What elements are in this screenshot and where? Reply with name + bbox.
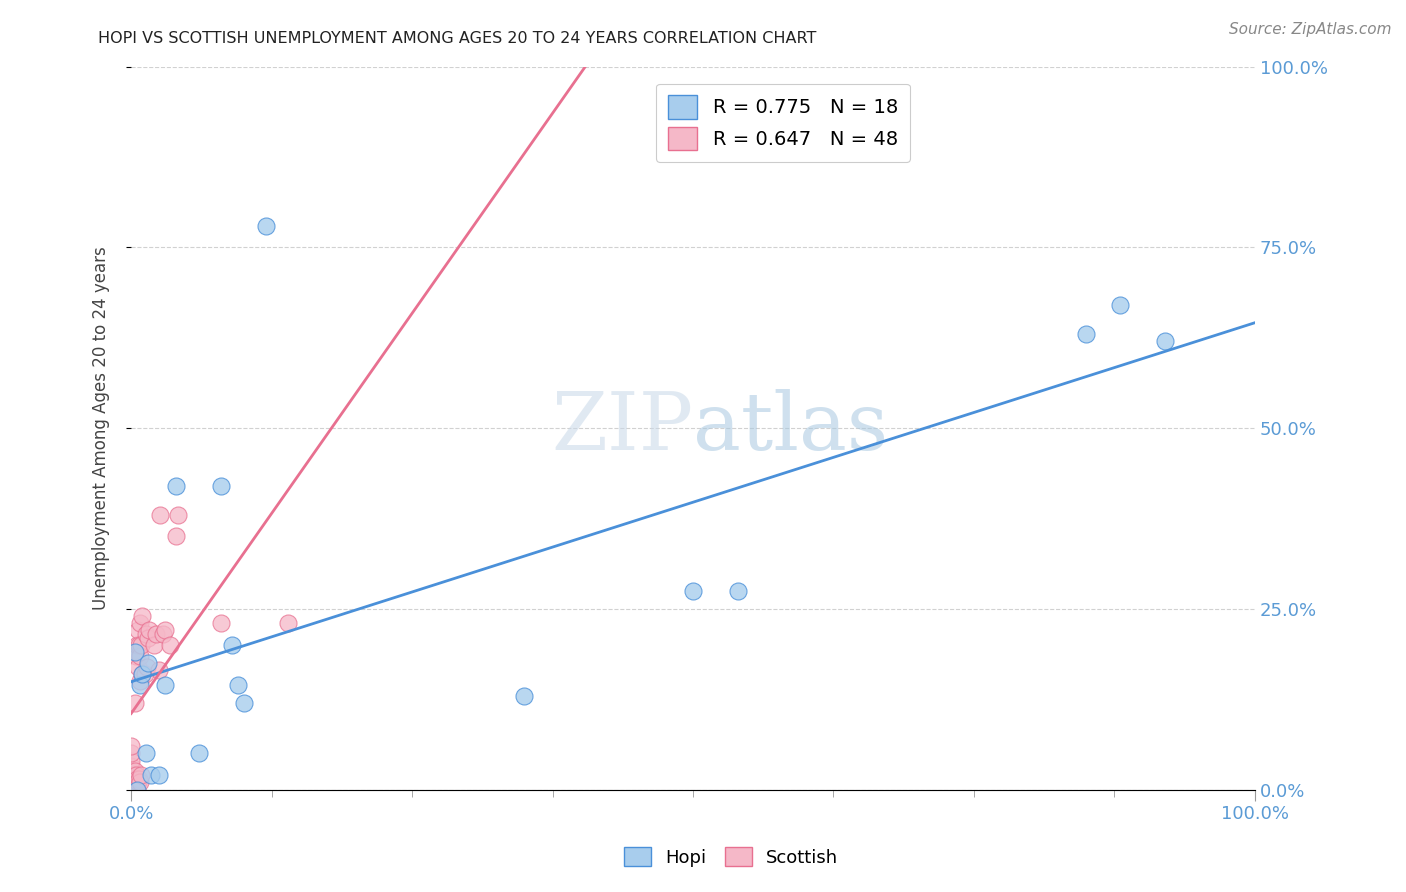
Point <box>129 678 152 692</box>
Point <box>129 638 152 652</box>
Point <box>135 747 157 761</box>
Point <box>125 782 148 797</box>
Point <box>138 624 160 638</box>
Point <box>165 479 187 493</box>
Point <box>167 508 190 522</box>
Point <box>131 609 153 624</box>
Point <box>125 782 148 797</box>
Point <box>129 648 152 663</box>
Point <box>1154 334 1177 349</box>
Point <box>153 678 176 692</box>
Point <box>129 775 152 789</box>
Point <box>135 627 157 641</box>
Y-axis label: Unemployment Among Ages 20 to 24 years: Unemployment Among Ages 20 to 24 years <box>93 246 110 610</box>
Point <box>232 696 254 710</box>
Text: ZIP: ZIP <box>551 389 693 467</box>
Point <box>127 624 149 638</box>
Point <box>152 627 174 641</box>
Point <box>1109 298 1132 312</box>
Point <box>124 645 146 659</box>
Point <box>120 759 142 773</box>
Point <box>124 645 146 659</box>
Point <box>153 624 176 638</box>
Point <box>682 583 704 598</box>
Point <box>135 659 157 673</box>
Point <box>142 638 165 652</box>
Point <box>120 747 142 761</box>
Point <box>125 772 148 786</box>
Point <box>129 616 152 631</box>
Point <box>513 689 536 703</box>
Point <box>120 782 142 797</box>
Text: HOPI VS SCOTTISH UNEMPLOYMENT AMONG AGES 20 TO 24 YEARS CORRELATION CHART: HOPI VS SCOTTISH UNEMPLOYMENT AMONG AGES… <box>98 31 817 46</box>
Point <box>136 656 159 670</box>
Point <box>127 659 149 673</box>
Point <box>226 678 249 692</box>
Text: atlas: atlas <box>693 389 889 467</box>
Point <box>129 768 152 782</box>
Point <box>125 638 148 652</box>
Point <box>148 663 170 677</box>
Legend: Hopi, Scottish: Hopi, Scottish <box>617 840 845 874</box>
Point <box>131 666 153 681</box>
Point <box>120 770 142 784</box>
Point <box>124 696 146 710</box>
Legend: R = 0.775   N = 18, R = 0.647   N = 48: R = 0.775 N = 18, R = 0.647 N = 48 <box>657 84 910 162</box>
Point <box>209 479 232 493</box>
Point <box>128 638 150 652</box>
Point <box>131 666 153 681</box>
Point <box>122 768 145 782</box>
Point <box>120 764 142 779</box>
Point <box>127 775 149 789</box>
Point <box>134 666 156 681</box>
Point <box>136 631 159 645</box>
Point <box>148 768 170 782</box>
Point <box>122 782 145 797</box>
Point <box>124 768 146 782</box>
Point <box>120 739 142 753</box>
Point <box>141 768 163 782</box>
Point <box>187 747 209 761</box>
Point <box>165 529 187 543</box>
Point <box>120 775 142 789</box>
Point <box>727 583 749 598</box>
Point <box>159 638 181 652</box>
Point <box>1076 327 1098 342</box>
Point <box>124 648 146 663</box>
Point <box>128 772 150 786</box>
Point <box>145 627 167 641</box>
Point <box>129 674 152 689</box>
Point <box>149 508 172 522</box>
Point <box>124 772 146 786</box>
Text: Source: ZipAtlas.com: Source: ZipAtlas.com <box>1229 22 1392 37</box>
Point <box>254 219 277 233</box>
Point <box>120 754 142 768</box>
Point <box>221 638 243 652</box>
Point <box>124 764 146 779</box>
Point <box>209 616 232 631</box>
Point <box>277 616 299 631</box>
